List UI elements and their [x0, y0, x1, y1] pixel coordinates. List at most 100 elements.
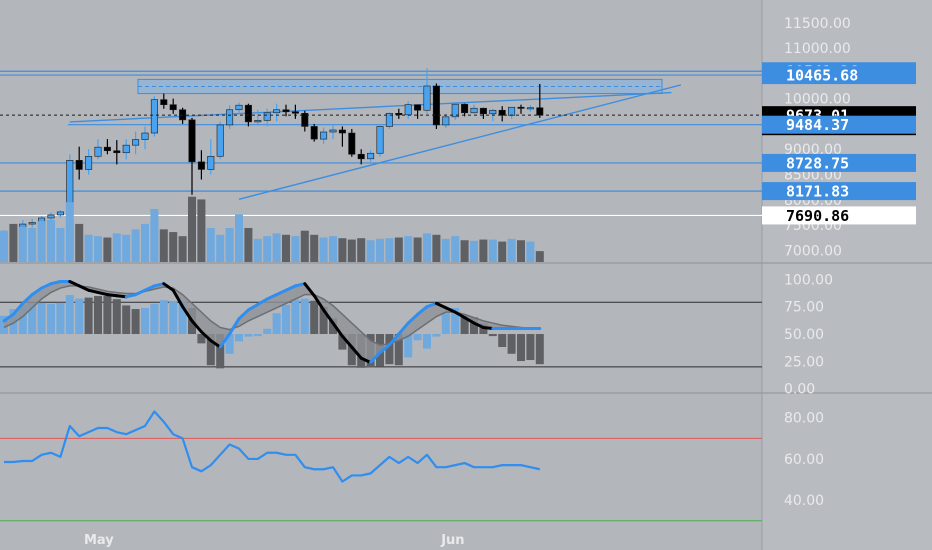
candle-body	[479, 107, 487, 115]
volume-bar	[338, 238, 347, 262]
volume-bar	[0, 230, 8, 262]
volume-bar	[37, 221, 46, 262]
oscillator-fast-line-segment	[96, 290, 109, 297]
oscillator-fast-line-segment	[453, 310, 467, 320]
volume-bar	[169, 232, 178, 262]
oscillator-fast-line-segment	[134, 288, 147, 297]
oscillator-histogram-bar	[441, 313, 450, 335]
oscillator-histogram-bar	[413, 334, 422, 341]
price-axis-tick-label: 10000.00	[784, 92, 851, 108]
volume-bar	[460, 240, 469, 262]
volume-bar	[9, 223, 18, 262]
volume-bar	[150, 208, 159, 262]
oscillator-histogram-bar	[451, 308, 460, 335]
oscillator-histogram-bar	[131, 309, 140, 335]
oscillator-fast-line-segment	[124, 293, 138, 299]
oscillator-fast-line-segment	[209, 339, 222, 349]
oscillator-fast-line-segment	[284, 284, 297, 292]
oscillator-histogram-bar	[159, 300, 168, 335]
candle-body	[75, 160, 83, 170]
oscillator-histogram-bar	[423, 334, 431, 349]
oscillator-fast-line-segment	[143, 284, 156, 292]
candle-body	[103, 146, 111, 152]
candle-body	[357, 153, 365, 160]
candle-body	[385, 112, 393, 127]
oscillator-histogram-bar	[338, 334, 347, 350]
candle-body	[414, 104, 422, 111]
oscillator-histogram-bar	[253, 334, 262, 337]
oscillator-histogram-bar	[75, 298, 84, 335]
price-pane	[0, 68, 762, 248]
volume-bar	[141, 223, 149, 262]
volume-bar	[18, 226, 27, 262]
oscillator-histogram-bar	[310, 300, 319, 335]
candle-body	[113, 150, 121, 154]
oscillator-fast-line-segment	[359, 356, 373, 364]
oscillator-histogram-bar	[169, 301, 178, 335]
candle-body	[244, 104, 252, 123]
candle-body	[169, 104, 177, 111]
rsi-axis-tick-label: 60.00	[784, 452, 824, 468]
oscillator-fast-line-segment	[40, 282, 53, 290]
price-tag-label: 9484.37	[786, 116, 849, 134]
oscillator-fast-line-segment	[293, 282, 307, 288]
oscillator-histogram-bar	[112, 299, 121, 335]
volume-bar	[131, 229, 140, 262]
volume-bar	[56, 228, 65, 262]
volume-bar	[206, 228, 215, 262]
price-axis-background	[762, 0, 932, 550]
oscillator-histogram-bar	[394, 334, 403, 366]
candle-body	[273, 109, 281, 114]
candle-body	[498, 109, 506, 116]
oscillator-fast-line-segment	[406, 312, 420, 325]
oscillator-fast-line-segment	[77, 284, 91, 292]
oscillator-fast-line-segment	[275, 288, 288, 297]
price-tag-background	[762, 153, 916, 172]
oscillator-histogram-bar	[141, 308, 149, 335]
volume-bar	[329, 236, 337, 262]
oscillator-histogram-bar	[300, 298, 309, 335]
oscillator-fast-line-segment	[30, 286, 44, 297]
price-tag-label: 7690.86	[786, 207, 849, 225]
candle-body	[263, 112, 271, 121]
oscillator-histogram-bar	[329, 318, 337, 335]
oscillator-histogram-bar	[47, 303, 55, 335]
oscillator-fast-line-segment	[265, 293, 279, 301]
volume-bar	[385, 238, 394, 262]
volume-bar	[451, 236, 460, 262]
oscillator-fast-line-segment	[171, 288, 185, 309]
price-tag-label: 8728.75	[786, 154, 849, 172]
oscillator-fast-line-segment	[463, 316, 476, 325]
volume-bar	[488, 239, 497, 262]
oscillator-fast-line-segment	[218, 332, 232, 349]
volume-bar	[253, 238, 262, 262]
candle-body	[226, 109, 234, 126]
candle-body	[451, 103, 459, 118]
rsi-axis-tick-label: 80.00	[784, 411, 824, 427]
volume-bar	[366, 240, 375, 262]
candle-body	[404, 104, 412, 116]
oscillator-histogram-bar	[122, 305, 131, 335]
oscillator-fast-line-segment	[237, 308, 250, 321]
oscillator-histogram-bar	[460, 315, 469, 335]
candle-body	[367, 152, 375, 160]
candle-body	[517, 106, 525, 109]
oscillator-histogram-bar	[235, 334, 243, 342]
price-tag-background	[762, 182, 916, 201]
oscillator-fast-line-segment	[303, 282, 316, 298]
oscillator-fast-line-segment	[416, 305, 429, 316]
volume-bar	[347, 239, 356, 262]
candle-body	[338, 129, 346, 134]
oscillator-fast-line-segment	[256, 297, 269, 306]
oscillator-fast-line-segment	[378, 343, 391, 355]
volume-bar	[526, 241, 535, 262]
volume-bar	[404, 236, 413, 262]
volume-bar	[28, 228, 37, 262]
candle-body	[19, 223, 27, 228]
price-tag-label: 8171.83	[786, 183, 849, 201]
volume-bar	[517, 240, 525, 262]
oscillator-histogram-bar	[535, 334, 544, 365]
volume-bar	[159, 229, 168, 262]
volume-bar	[94, 236, 102, 262]
